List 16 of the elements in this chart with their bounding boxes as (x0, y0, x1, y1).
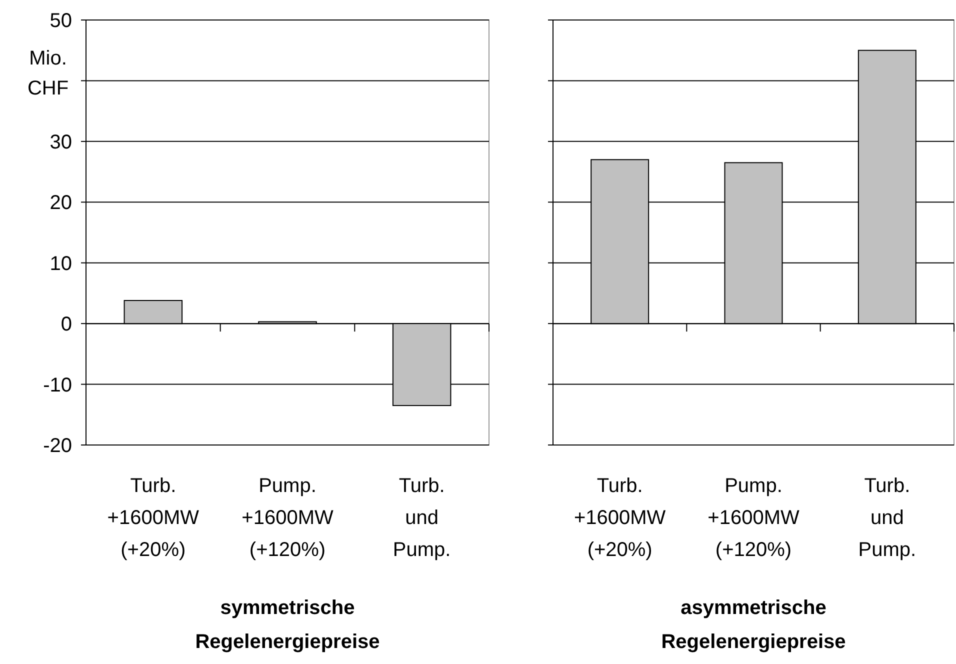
y-tick-label: 10 (50, 252, 72, 275)
x-tick-label: Pump. +1600MW (+120%) (708, 475, 800, 561)
y-tick-label: 0 (60, 314, 72, 336)
x-axis-title: symmetrische Regelenergiepreise (195, 597, 380, 653)
x-tick-label: Turb. +1600MW (+20%) (107, 475, 200, 561)
x-tick-label: Pump. +1600MW (+120%) (242, 475, 334, 561)
y-tick-label: 50 (50, 10, 72, 32)
y-tick-label: -10 (43, 374, 72, 396)
x-tick-label: Turb. und Pump. (392, 475, 451, 561)
x-axis-title: asymmetrische Regelenergiepreise (661, 597, 846, 653)
y-tick-label: -20 (43, 435, 72, 457)
y-tick-label: 30 (50, 131, 72, 154)
y-tick-label: 20 (50, 192, 72, 214)
x-tick-label: Turb. und Pump. (858, 475, 916, 561)
y-axis-title: Mio. CHF (27, 48, 69, 100)
x-tick-label: Turb. +1600MW (+20%) (574, 475, 666, 561)
